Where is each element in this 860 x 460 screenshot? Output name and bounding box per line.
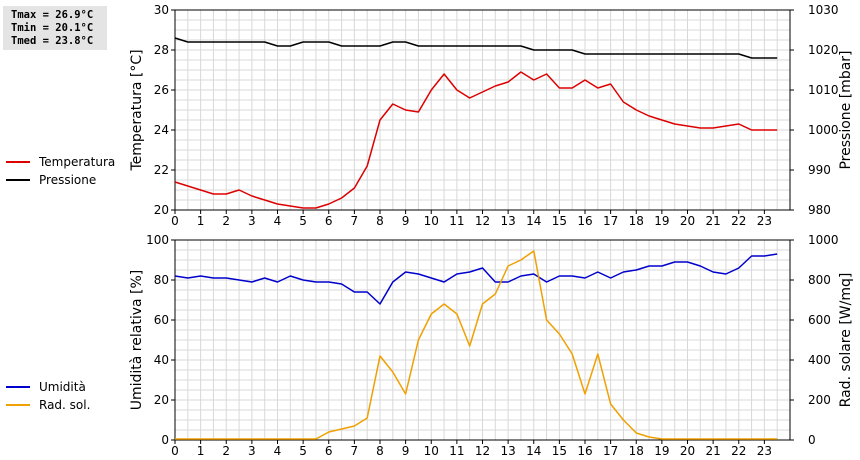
y2-tick-label: 1000 <box>808 233 839 247</box>
x-tick-label: 21 <box>705 444 720 458</box>
y2-axis-title: Pressione [mbar] <box>838 50 854 169</box>
x-tick-label: 14 <box>526 214 541 228</box>
y2-tick-label: 1010 <box>808 83 839 97</box>
tmin-label: Tmin = 20.1°C <box>11 22 94 34</box>
y-axis-title: Temperatura [°C] <box>129 49 145 171</box>
legend-label: Temperatura <box>38 155 115 169</box>
x-tick-label: 18 <box>629 444 644 458</box>
x-tick-label: 20 <box>680 444 695 458</box>
y2-tick-label: 0 <box>808 433 816 447</box>
y2-tick-label: 1000 <box>808 123 839 137</box>
y-tick-label: 100 <box>146 233 169 247</box>
legend-label: Umidità <box>39 380 86 394</box>
x-tick-label: 6 <box>325 214 333 228</box>
y2-tick-label: 600 <box>808 313 831 327</box>
x-tick-label: 13 <box>500 214 515 228</box>
x-tick-label: 5 <box>299 444 307 458</box>
y2-tick-label: 990 <box>808 163 831 177</box>
x-tick-label: 2 <box>222 214 230 228</box>
x-tick-label: 21 <box>705 214 720 228</box>
humidity-radiation-chart: 0 1 2 3 4 5 6 7 8 9 10 11 12 13 14 15 16 17 18 19 20 21 22 2302… <box>6 233 854 458</box>
legend-label: Rad. sol. <box>39 398 90 412</box>
temperature-pressure-chart: 0 1 2 3 4 5 6 7 8 9 10 11 12 13 14 15 16 17 18 19 20 21 22 2320… <box>6 3 854 228</box>
y2-axis-title: Rad. solare [W/mq] <box>838 273 854 408</box>
x-tick-label: 2 <box>222 444 230 458</box>
x-tick-label: 17 <box>603 214 618 228</box>
x-tick-label: 0 <box>171 444 179 458</box>
x-tick-label: 12 <box>475 214 490 228</box>
x-tick-label: 7 <box>351 444 359 458</box>
x-tick-label: 8 <box>376 444 384 458</box>
y-tick-label: 0 <box>161 433 169 447</box>
x-tick-label: 20 <box>680 214 695 228</box>
x-tick-label: 12 <box>475 444 490 458</box>
series-line-rad-sol <box>175 250 778 440</box>
series-line-umidit <box>174 253 778 305</box>
x-tick-label: 6 <box>325 444 333 458</box>
x-tick-label: 23 <box>757 214 772 228</box>
y-tick-label: 80 <box>154 273 169 287</box>
x-tick-label: 22 <box>731 444 746 458</box>
y-tick-label: 20 <box>154 393 169 407</box>
y-tick-label: 30 <box>154 3 169 17</box>
y-tick-label: 20 <box>154 203 169 217</box>
x-tick-label: 13 <box>500 444 515 458</box>
x-tick-label: 4 <box>274 444 282 458</box>
x-tick-label: 1 <box>197 444 205 458</box>
x-tick-label: 9 <box>402 444 410 458</box>
x-tick-label: 1 <box>197 214 205 228</box>
x-tick-label: 7 <box>351 214 359 228</box>
y-tick-label: 26 <box>154 83 169 97</box>
x-tick-label: 14 <box>526 444 541 458</box>
x-tick-label: 10 <box>424 214 439 228</box>
x-tick-label: 11 <box>449 214 464 228</box>
series-line-pressione <box>174 37 778 59</box>
x-tick-label: 10 <box>424 444 439 458</box>
y2-tick-label: 1030 <box>808 3 839 17</box>
x-tick-label: 9 <box>402 214 410 228</box>
y-tick-label: 60 <box>154 313 169 327</box>
legend-label: Pressione <box>39 173 96 187</box>
y-axis-title: Umidità relativa [%] <box>129 270 145 411</box>
series-line-temperatura <box>174 71 778 209</box>
y2-tick-label: 200 <box>808 393 831 407</box>
tmed-label: Tmed = 23.8°C <box>11 35 94 47</box>
x-tick-label: 11 <box>449 444 464 458</box>
y-tick-label: 40 <box>154 353 169 367</box>
y-tick-label: 22 <box>154 163 169 177</box>
x-tick-label: 15 <box>552 214 567 228</box>
x-tick-label: 0 <box>171 214 179 228</box>
y2-tick-label: 1020 <box>808 43 839 57</box>
x-tick-label: 16 <box>577 444 592 458</box>
x-tick-label: 15 <box>552 444 567 458</box>
x-tick-label: 4 <box>274 214 282 228</box>
y2-tick-label: 800 <box>808 273 831 287</box>
x-tick-label: 22 <box>731 214 746 228</box>
x-tick-label: 5 <box>299 214 307 228</box>
x-tick-label: 19 <box>654 444 669 458</box>
y2-tick-label: 980 <box>808 203 831 217</box>
tmax-label: Tmax = 26.9°C <box>11 9 94 21</box>
stats-box: Tmax = 26.9°C Tmin = 20.1°C Tmed = 23.8°… <box>3 6 107 50</box>
x-tick-label: 23 <box>757 444 772 458</box>
x-tick-label: 16 <box>577 214 592 228</box>
x-tick-label: 18 <box>629 214 644 228</box>
y-tick-label: 24 <box>154 123 169 137</box>
x-tick-label: 3 <box>248 214 256 228</box>
y2-tick-label: 400 <box>808 353 831 367</box>
x-tick-label: 3 <box>248 444 256 458</box>
x-tick-label: 17 <box>603 444 618 458</box>
x-tick-label: 19 <box>654 214 669 228</box>
x-tick-label: 8 <box>376 214 384 228</box>
y-tick-label: 28 <box>154 43 169 57</box>
